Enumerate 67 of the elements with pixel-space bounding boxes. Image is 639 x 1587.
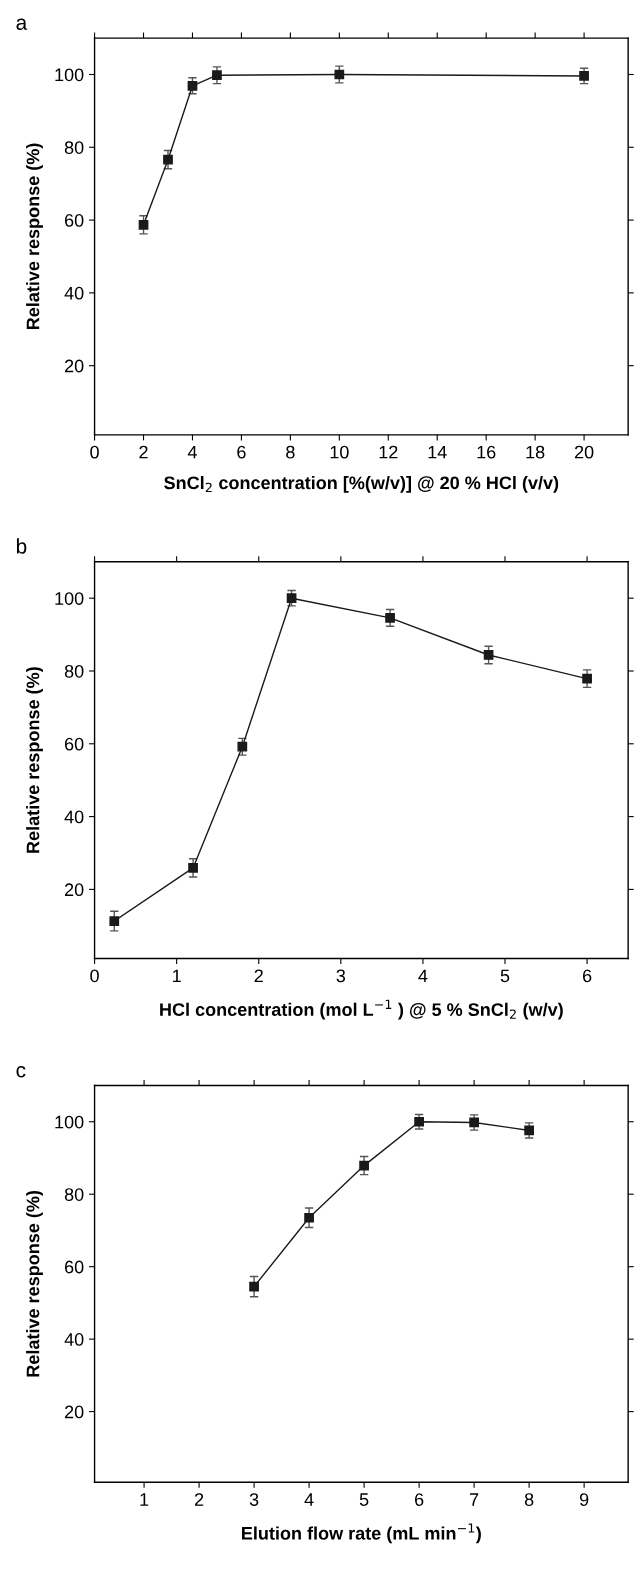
x-tick-label: 9 [579, 1493, 589, 1506]
x-tick-label: 5 [359, 1493, 369, 1506]
x-tick-label: 7 [470, 1493, 479, 1506]
x-tick-label: 4 [187, 445, 197, 459]
y-axis-title: Relative response (%) [26, 143, 43, 330]
x-tick-label: 6 [582, 969, 592, 983]
x-tick-label: 12 [379, 445, 398, 459]
y-tick-label: 80 [64, 664, 84, 678]
x-tick-label: 4 [304, 1493, 314, 1506]
point [579, 71, 589, 81]
chart-title: c [16, 1065, 26, 1078]
y-tick-label: 40 [64, 1333, 84, 1346]
x-tick-label: 0 [90, 969, 99, 983]
point [109, 916, 120, 926]
chart-title: a [16, 18, 28, 30]
y-tick-label: 60 [64, 1260, 84, 1274]
point [385, 612, 395, 623]
point [212, 70, 222, 81]
y-tick-label: 100 [55, 592, 84, 605]
x-tick-label: 8 [524, 1493, 534, 1506]
y-axis-title: Relative response (%) [26, 667, 43, 853]
x-tick-label: 4 [418, 969, 428, 983]
y-tick-label: 20 [64, 883, 84, 897]
x-tick-label: 2 [254, 969, 263, 983]
point [582, 673, 592, 684]
x-tick-label: 0 [90, 445, 99, 459]
x-tick-label: 3 [336, 969, 346, 983]
point [163, 154, 173, 165]
y-tick-label: 80 [64, 1188, 84, 1201]
y-tick-label: 80 [64, 141, 84, 155]
x-tick-label: 10 [330, 445, 349, 459]
y-tick-label: 20 [64, 359, 84, 373]
x-tick-label: 16 [477, 445, 496, 459]
x-tick-label: 5 [500, 969, 510, 983]
point [187, 80, 198, 91]
point [334, 69, 345, 80]
x-tick-label: 6 [415, 1493, 424, 1506]
x-tick-label: 8 [286, 445, 295, 459]
x-tick-label: 1 [173, 969, 181, 983]
y-tick-label: 100 [55, 68, 84, 82]
point [359, 1160, 369, 1171]
point [304, 1212, 314, 1223]
y-tick-label: 60 [64, 214, 84, 227]
point [188, 863, 198, 873]
y-tick-label: 100 [55, 1115, 84, 1129]
x-axis-title: HCl concentration (mol L$^{−1}$ ) @ 5 % SnCl$_{2}$ (w/v) [160, 999, 563, 1020]
x-tick-label: 1 [140, 1493, 149, 1506]
y-tick-label: 20 [64, 1405, 84, 1419]
x-tick-label: 18 [526, 445, 545, 459]
x-tick-label: 3 [249, 1493, 259, 1506]
x-axis-title: SnCl$_{2}$ concentration [%(w/v)] @ 20 % HCl (v/v) [164, 475, 559, 493]
point [237, 741, 248, 752]
point [286, 593, 297, 604]
x-tick-label: 6 [237, 445, 246, 459]
x-tick-label: 2 [194, 1493, 204, 1506]
chart-title: b [16, 538, 27, 554]
x-tick-label: 2 [139, 445, 148, 459]
point [483, 650, 494, 660]
x-tick-label: 20 [574, 445, 594, 459]
point [138, 219, 149, 230]
x-axis-title: Elution flow rate (mL min$^{−1}$) [242, 1523, 481, 1544]
y-tick-label: 60 [64, 737, 84, 751]
y-axis-title: Relative response (%) [26, 1190, 43, 1377]
y-tick-label: 40 [64, 810, 84, 824]
point [249, 1281, 259, 1292]
y-tick-label: 40 [64, 286, 84, 300]
x-tick-label: 14 [428, 445, 447, 459]
